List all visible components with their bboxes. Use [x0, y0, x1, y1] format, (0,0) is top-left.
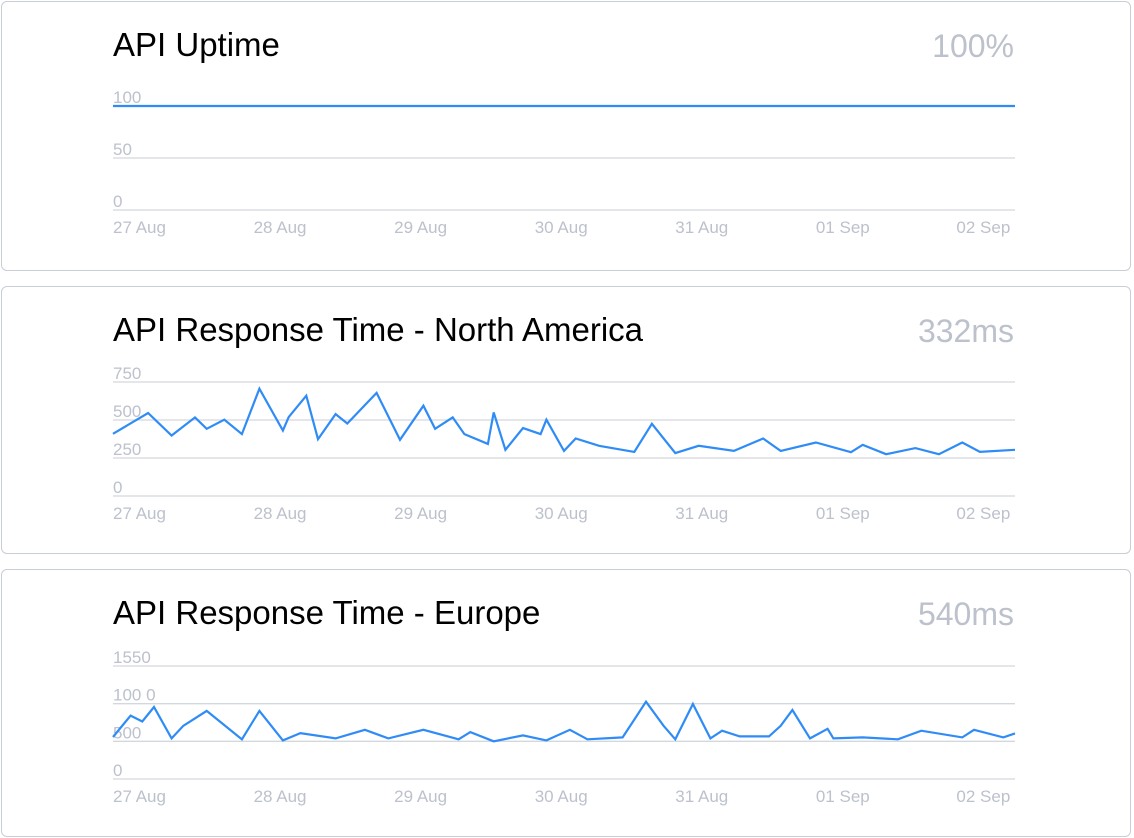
x-tick-label: 31 Aug [675, 504, 728, 523]
card-title: API Response Time - North America [113, 311, 644, 348]
x-tick-label: 01 Sep [816, 787, 870, 806]
x-tick-label: 28 Aug [254, 504, 307, 523]
card-response-north-america: 0 250 500 750 27 Aug 28 Aug 29 Aug 30 Aug 31 Aug… [1, 286, 1131, 554]
chart-api-uptime: 0 50 100 27 Aug 28 Aug 29 Aug 30 Aug 31 Aug 01 S… [113, 88, 1015, 237]
x-tick-label: 28 Aug [254, 218, 307, 237]
x-tick-label: 02 Sep [956, 787, 1010, 806]
card-title: API Uptime [113, 26, 280, 63]
x-tick-label: 29 Aug [394, 504, 447, 523]
card-value: 100% [932, 28, 1014, 64]
card-response-europe: 0 500 100 0 1550 27 Aug 28 Aug 29 Aug 30 Aug 31 … [1, 569, 1131, 837]
x-tick-label: 31 Aug [675, 218, 728, 237]
card-value: 540ms [917, 596, 1014, 632]
y-tick-label: 1550 [113, 648, 151, 667]
card-api-uptime: 0 50 100 27 Aug 28 Aug 29 Aug 30 Aug 31 Aug 01 S… [1, 1, 1131, 271]
x-tick-label: 30 Aug [535, 787, 588, 806]
x-tick-label: 30 Aug [535, 218, 588, 237]
x-tick-label: 27 Aug [113, 787, 166, 806]
x-tick-label: 30 Aug [535, 504, 588, 523]
y-tick-label: 0 [113, 478, 122, 497]
x-tick-label: 29 Aug [394, 787, 447, 806]
x-tick-label: 01 Sep [816, 504, 870, 523]
series-line [112, 386, 1016, 456]
y-tick-label: 500 [113, 402, 141, 421]
x-tick-label: 31 Aug [675, 787, 728, 806]
card-title: API Response Time - Europe [113, 594, 541, 631]
x-tick-label: 27 Aug [113, 504, 166, 523]
y-tick-label: 100 [113, 88, 141, 107]
y-tick-label: 0 [113, 761, 122, 780]
x-tick-label: 01 Sep [816, 218, 870, 237]
y-tick-label: 750 [113, 364, 141, 383]
y-tick-label: 0 [113, 192, 122, 211]
x-tick-label: 28 Aug [254, 787, 307, 806]
x-tick-label: 27 Aug [113, 218, 166, 237]
y-tick-label: 50 [113, 140, 132, 159]
series-line [112, 699, 1016, 743]
card-value: 332ms [917, 313, 1014, 349]
x-tick-label: 29 Aug [394, 218, 447, 237]
x-tick-label: 02 Sep [956, 504, 1010, 523]
y-tick-label: 250 [113, 440, 141, 459]
chart-response-north-america: 0 250 500 750 27 Aug 28 Aug 29 Aug 30 Aug 31 Aug… [112, 364, 1016, 523]
x-tick-label: 02 Sep [956, 218, 1010, 237]
y-tick-label: 100 0 [113, 686, 156, 705]
